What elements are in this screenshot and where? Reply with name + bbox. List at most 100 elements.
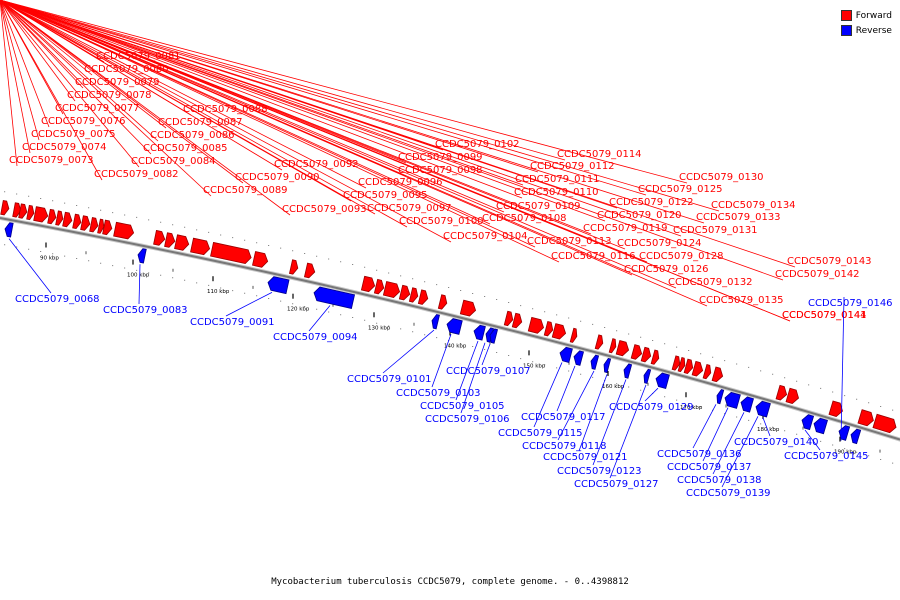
forward-gene-shape	[503, 310, 514, 327]
forward-gene-label: CCDC5079_0143	[787, 256, 872, 267]
reverse-gene-label: CCDC5079_0140	[734, 437, 819, 448]
forward-gene-arrow	[288, 259, 299, 275]
reverse-leader-line	[762, 417, 771, 437]
reverse-leader-line	[533, 362, 563, 428]
forward-gene-shape	[872, 413, 897, 434]
forward-gene-shape	[164, 232, 176, 248]
forward-gene-arrow	[683, 358, 694, 375]
reverse-gene-label: CCDC5079_0145	[784, 451, 869, 462]
forward-leader-line	[0, 0, 784, 281]
forward-leader-line	[0, 0, 376, 215]
scale-label: 160 kbp	[602, 384, 625, 390]
forward-gene-arrow	[711, 366, 724, 383]
forward-gene-arrow	[113, 221, 135, 240]
forward-leader-line	[0, 0, 452, 243]
reverse-leader-line	[138, 264, 141, 305]
forward-gene-arrow	[615, 340, 630, 357]
forward-gene-shape	[89, 217, 99, 233]
forward-gene-arrow	[210, 241, 252, 264]
forward-leader-line	[0, 0, 536, 248]
forward-gene-label: CCDC5079_0126	[624, 264, 709, 275]
forward-gene-label: CCDC5079_0141	[782, 310, 867, 321]
forward-gene-label: CCDC5079_0108	[482, 213, 567, 224]
scale-label: 190 kbp	[834, 450, 857, 456]
forward-gene-shape	[55, 210, 64, 226]
reverse-gene-label: CCDC5079_0118	[522, 441, 607, 452]
forward-gene-arrow	[373, 278, 385, 295]
forward-gene-shape	[630, 344, 643, 360]
reverse-gene-shape	[313, 286, 356, 309]
forward-gene-shape	[72, 213, 82, 230]
reverse-leader-line	[225, 291, 273, 317]
forward-gene-arrow	[408, 287, 419, 303]
forward-gene-label: CCDC5079_0128	[639, 251, 724, 262]
reverse-gene-label: CCDC5079_0121	[543, 452, 628, 463]
forward-gene-shape	[608, 338, 617, 354]
forward-gene-arrow	[417, 289, 429, 305]
forward-gene-label: CCDC5079_0102	[435, 139, 520, 150]
forward-gene-arrow	[102, 219, 113, 236]
reverse-gene-label: CCDC5079_0106	[425, 414, 510, 425]
forward-gene-shape	[785, 387, 800, 404]
reverse-gene-shape	[573, 350, 585, 366]
reverse-gene-label: CCDC5079_0083	[103, 305, 188, 316]
forward-gene-label: CCDC5079_0086	[150, 130, 235, 141]
forward-gene-label: CCDC5079_0100	[399, 216, 484, 227]
forward-gene-shape	[97, 218, 105, 234]
forward-gene-shape	[671, 355, 681, 371]
forward-gene-shape	[677, 357, 686, 373]
forward-leader-line	[0, 0, 705, 224]
reverse-leader-line	[592, 379, 627, 466]
forward-gene-shape	[711, 366, 724, 383]
forward-gene-arrow	[164, 232, 176, 248]
forward-leader-line	[0, 0, 560, 263]
forward-leader-line	[0, 0, 505, 213]
forward-gene-shape	[210, 241, 252, 264]
reverse-gene-arrow	[473, 324, 486, 341]
reverse-leader-line	[308, 305, 331, 332]
forward-gene-arrow	[382, 281, 401, 298]
legend-item-reverse: Reverse	[840, 23, 892, 38]
reverse-gene-label: CCDC5079_0146	[808, 298, 893, 309]
forward-gene-arrow	[303, 262, 316, 279]
forward-gene-label: CCDC5079_0133	[696, 212, 781, 223]
forward-leader-line	[0, 0, 212, 197]
forward-leader-line	[0, 0, 50, 128]
reverse-gene-shape	[559, 346, 573, 363]
reverse-gene-label: CCDC5079_0117	[521, 412, 606, 423]
reverse-gene-arrow	[559, 346, 573, 363]
forward-gene-arrow	[80, 215, 91, 231]
forward-leader-line	[0, 0, 647, 196]
forward-leader-line	[0, 0, 93, 76]
scale-label: 150 kbp	[523, 363, 546, 369]
forward-gene-shape	[459, 299, 477, 317]
forward-gene-arrow	[857, 409, 874, 427]
reverse-gene-label: CCDC5079_0068	[15, 294, 100, 305]
forward-gene-label: CCDC5079_0104	[443, 231, 528, 242]
forward-leader-line	[0, 0, 523, 199]
forward-gene-label: CCDC5079_0097	[367, 203, 452, 214]
forward-gene-arrow	[775, 384, 788, 401]
forward-gene-label: CCDC5079_0078	[67, 90, 152, 101]
reverse-leader-line	[578, 374, 608, 452]
reverse-gene-label: CCDC5079_0137	[667, 462, 752, 473]
reverse-leader-line	[702, 407, 729, 462]
forward-gene-label: CCDC5079_0087	[158, 117, 243, 128]
forward-gene-label: CCDC5079_0073	[9, 155, 94, 166]
forward-gene-shape	[775, 384, 788, 401]
forward-gene-arrow	[0, 200, 10, 216]
reverse-gene-arrow	[850, 428, 862, 445]
forward-gene-shape	[828, 400, 843, 417]
forward-gene-arrow	[551, 323, 567, 340]
reverse-leader-line	[431, 334, 452, 388]
forward-gene-shape	[288, 259, 299, 275]
scale-label: 110 kbp	[207, 289, 230, 295]
forward-gene-shape	[398, 284, 411, 301]
reverse-gene-shape	[850, 428, 862, 445]
reverse-gene-arrow	[740, 396, 754, 413]
forward-gene-label: CCDC5079_0074	[22, 142, 107, 153]
reverse-gene-shape	[590, 354, 600, 370]
reverse-gene-arrow	[4, 222, 14, 238]
reverse-gene-arrow	[643, 368, 652, 384]
